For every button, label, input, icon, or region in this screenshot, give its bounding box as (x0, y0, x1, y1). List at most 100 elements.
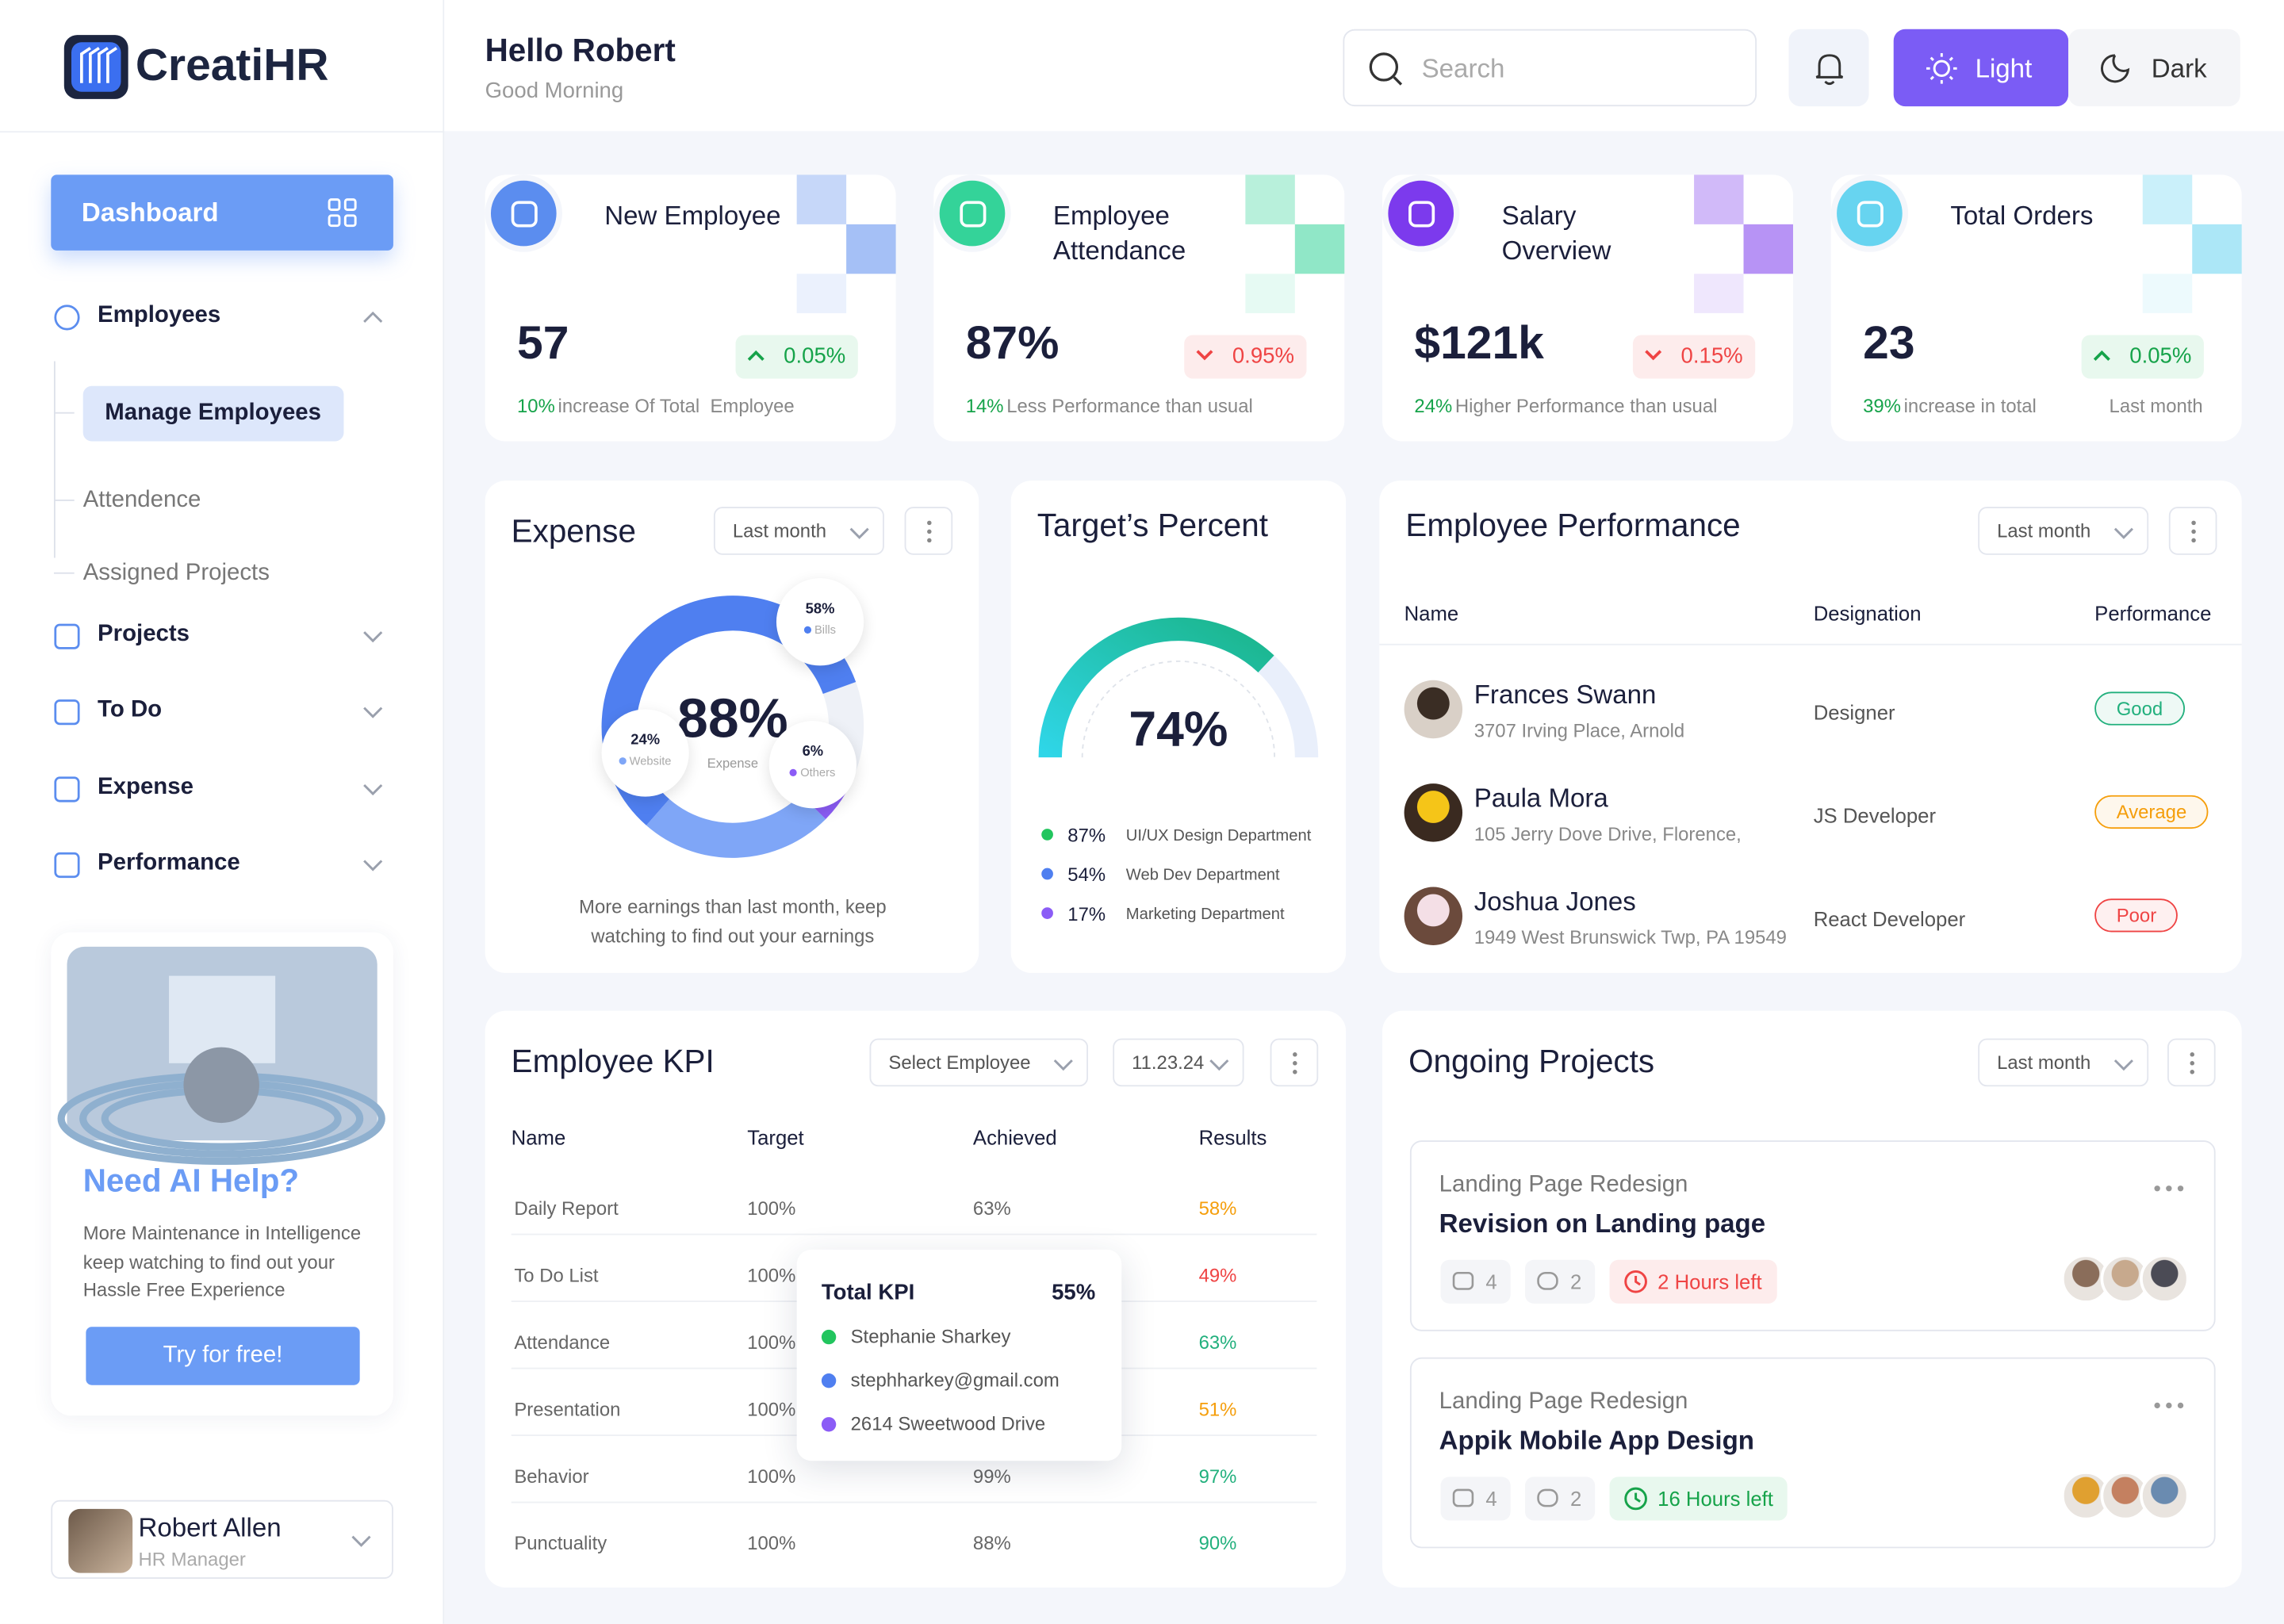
nav-item[interactable]: Employees (51, 299, 393, 337)
light-button[interactable]: Light (1893, 29, 2069, 107)
nav-icon-shape (54, 699, 80, 726)
bell-icon (1815, 54, 1844, 86)
kpi-cell: 58% (1198, 1197, 1237, 1220)
deco-square (1694, 174, 1744, 224)
kpi-cell: 63% (972, 1197, 1011, 1220)
moon-icon (2101, 54, 2130, 83)
dots (1293, 1052, 1297, 1074)
column-header: Achieved (972, 1125, 1057, 1150)
kpi-cell: 49% (1198, 1264, 1237, 1286)
search-glass (1369, 52, 1399, 82)
status-pill: Good (2094, 691, 2185, 726)
deco-square (2192, 224, 2242, 274)
employee-name: Joshua Jones (1473, 887, 1636, 917)
stat-footer: 10% increase Of Total Employee (517, 395, 795, 417)
bell-button[interactable] (1788, 29, 1869, 107)
stat-icon-glyph (1857, 201, 1884, 228)
meta-chip: 2 (1525, 1259, 1596, 1304)
more-button[interactable] (904, 507, 953, 555)
project-name: Revision on Landing page (1439, 1208, 1766, 1239)
trend-arrow (1196, 350, 1213, 361)
filter-dropdown[interactable]: Select Employee (869, 1038, 1089, 1087)
status-pill: Poor (2094, 898, 2179, 933)
search-placeholder: Search (1421, 53, 1505, 83)
donut-bubble: 58% Bills (776, 578, 864, 666)
grid-cell (343, 198, 357, 211)
trend-arrow (2093, 350, 2110, 361)
stat-icon-glyph (511, 201, 538, 228)
avatar (1404, 887, 1463, 946)
dot (2166, 1185, 2172, 1192)
project-item[interactable]: Landing Page Redesign Revision on Landing… (1409, 1140, 2216, 1331)
filter-dropdown[interactable]: 11.23.24 (1113, 1038, 1244, 1087)
meta-icon (1452, 1488, 1474, 1507)
stat-footer: 39% increase in total (1863, 395, 2037, 417)
sun-ray (1949, 56, 1953, 61)
trend-arrow (747, 350, 765, 361)
deco-square (1694, 274, 1744, 313)
popup-dot (821, 1417, 837, 1432)
performance-card: Employee Performance Last month Name Design… (1379, 481, 2242, 973)
ai-card: Need AI Help? More Maintenance in Intelli… (51, 932, 393, 1416)
meta-icon (1537, 1488, 1558, 1507)
stat-icon-glyph (960, 201, 987, 228)
deco-square (2142, 274, 2193, 313)
column-header: Performance (2094, 601, 2212, 625)
stat-change: 0.05% (2081, 335, 2204, 379)
search-box[interactable]: Search (1343, 29, 1757, 107)
light-label: Light (1975, 53, 2033, 83)
nav-item[interactable]: Expense (51, 771, 393, 809)
trend-path (1645, 350, 1662, 361)
dot (1293, 1061, 1297, 1066)
sub-nav-item[interactable]: Attendence (82, 488, 201, 513)
stat-highlight: 24% (1414, 394, 1453, 417)
nav-item[interactable]: Performance (51, 846, 393, 884)
deco-square (1245, 274, 1295, 313)
grid-cell (328, 214, 341, 228)
expense-note: More earnings than last month, keep watc… (579, 895, 887, 947)
legend-name: Marketing Department (1125, 906, 1285, 924)
user-card[interactable]: Robert Allen HR Manager (51, 1500, 393, 1579)
more-button[interactable] (2168, 507, 2217, 555)
chevron (1209, 1059, 1229, 1071)
logo-stripe (80, 47, 91, 83)
more-button[interactable] (1270, 1038, 1319, 1087)
chevron-path (363, 311, 383, 323)
stat-note: increase Of Total Employee (558, 394, 795, 417)
nav-item[interactable]: Projects (51, 618, 393, 656)
search-handle (1393, 76, 1403, 86)
nav-item[interactable]: To Do (51, 693, 393, 731)
dot (1293, 1070, 1297, 1074)
ai-button[interactable]: Try for free! (86, 1327, 360, 1385)
nav-icon (54, 852, 80, 879)
filter-dropdown[interactable]: Last month (713, 507, 884, 555)
stat-title: Salary Overview (1501, 201, 1611, 266)
dashboard-button[interactable]: Dashboard (51, 174, 393, 251)
trend-path (2093, 350, 2110, 361)
chevron-path (2113, 527, 2133, 539)
column-header: Name (511, 1125, 566, 1150)
more-button[interactable] (2167, 1038, 2216, 1087)
popup-item: stephharkey@gmail.com (850, 1369, 1060, 1392)
meta-count: 4 (1485, 1270, 1497, 1293)
filter-dropdown[interactable]: Last month (1978, 1038, 2149, 1087)
header-rule (1379, 643, 2242, 645)
kpi-cell: Daily Report (514, 1197, 619, 1220)
bubble-value: 58% (805, 601, 835, 618)
tree-line (53, 361, 56, 558)
dots (927, 520, 932, 543)
sub-nav-item[interactable]: Assigned Projects (82, 561, 270, 586)
filter-dropdown[interactable]: Last month (1978, 507, 2149, 555)
dark-button[interactable]: Dark (2068, 29, 2240, 107)
sub-nav-item[interactable]: Manage Employees (82, 385, 343, 442)
chevron (363, 311, 383, 323)
bubble-label: Others (800, 766, 836, 779)
popup-item: 2614 Sweetwood Drive (850, 1412, 1046, 1435)
stat-icon-glyph (1408, 201, 1435, 228)
nav-icon (54, 623, 80, 649)
employee-address: 1949 West Brunswick Twp, PA 19549 (1473, 926, 1787, 948)
meta-chip: 4 (1440, 1477, 1511, 1521)
dot (1293, 1052, 1297, 1057)
project-item[interactable]: Landing Page Redesign Appik Mobile App De… (1409, 1357, 2216, 1549)
kpi-cell: 100% (747, 1331, 796, 1354)
